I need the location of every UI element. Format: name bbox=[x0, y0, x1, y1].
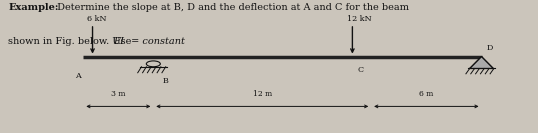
Text: B: B bbox=[163, 77, 169, 85]
Text: Determine the slope at B, D and the deflection at A and C for the beam: Determine the slope at B, D and the defl… bbox=[54, 3, 409, 12]
Polygon shape bbox=[470, 57, 493, 68]
Text: EI: EI bbox=[113, 37, 124, 46]
Text: shown in Fig. below. Use: shown in Fig. below. Use bbox=[8, 37, 134, 46]
Text: C: C bbox=[358, 66, 364, 74]
Text: 12 kN: 12 kN bbox=[347, 15, 372, 23]
Text: 12 m: 12 m bbox=[253, 90, 272, 98]
Text: Example:: Example: bbox=[8, 3, 59, 12]
Text: 3 m: 3 m bbox=[111, 90, 125, 98]
Text: D: D bbox=[487, 44, 493, 52]
Text: A: A bbox=[75, 72, 81, 80]
Text: 6 m: 6 m bbox=[419, 90, 434, 98]
Text: = constant: = constant bbox=[128, 37, 185, 46]
Text: 6 kN: 6 kN bbox=[87, 15, 107, 23]
